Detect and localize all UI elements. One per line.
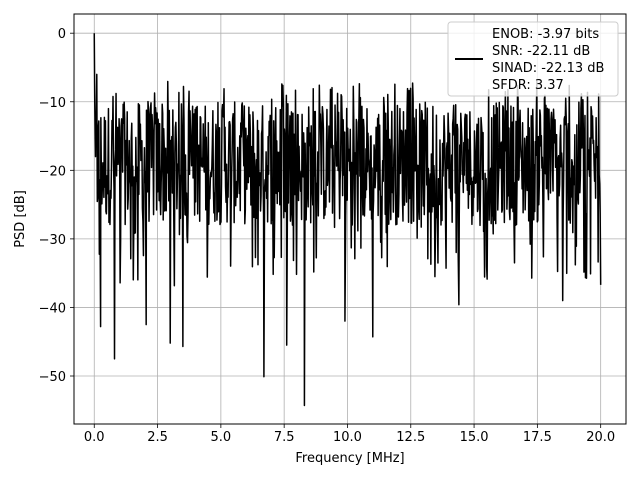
x-tick-label: 2.5: [147, 430, 168, 445]
x-tick-label: 15.0: [460, 430, 489, 445]
x-tick-label: 12.5: [396, 430, 425, 445]
legend: ENOB: -3.97 bits SNR: -22.11 dB SINAD: -…: [447, 21, 619, 97]
plot-area-frame: [73, 13, 627, 425]
legend-entry-sinad: SINAD: -22.13 dB: [492, 61, 604, 76]
x-tick-label: 17.5: [523, 430, 552, 445]
y-axis-ticks: 0 −10 −20 −30 −40 −50: [39, 27, 74, 385]
x-axis-label: Frequency [MHz]: [295, 451, 404, 466]
y-tick-label: −30: [39, 233, 66, 248]
x-tick-label: 0.0: [84, 430, 105, 445]
legend-entry-enob: ENOB: -3.97 bits: [492, 27, 599, 42]
y-axis-label: PSD [dB]: [13, 190, 28, 248]
y-tick-label: 0: [58, 27, 66, 42]
x-tick-label: 10.0: [333, 430, 362, 445]
series-group: [93, 33, 602, 407]
x-tick-label: 7.5: [274, 430, 295, 445]
x-axis-ticks: 0.0 2.5 5.0 7.5 10.0 12.5 15.0 17.5 20.0: [84, 424, 615, 445]
y-tick-label: −50: [39, 370, 66, 385]
legend-entry-sfdr: SFDR: 3.37: [492, 78, 564, 93]
x-tick-label: 5.0: [211, 430, 232, 445]
legend-entry-snr: SNR: -22.11 dB: [492, 44, 590, 59]
x-tick-label: 20.0: [586, 430, 615, 445]
legend-frame: [447, 21, 619, 97]
y-tick-label: −20: [39, 164, 66, 179]
y-tick-label: −40: [39, 301, 66, 316]
psd-series-line: [93, 33, 602, 407]
y-tick-label: −10: [39, 96, 66, 111]
